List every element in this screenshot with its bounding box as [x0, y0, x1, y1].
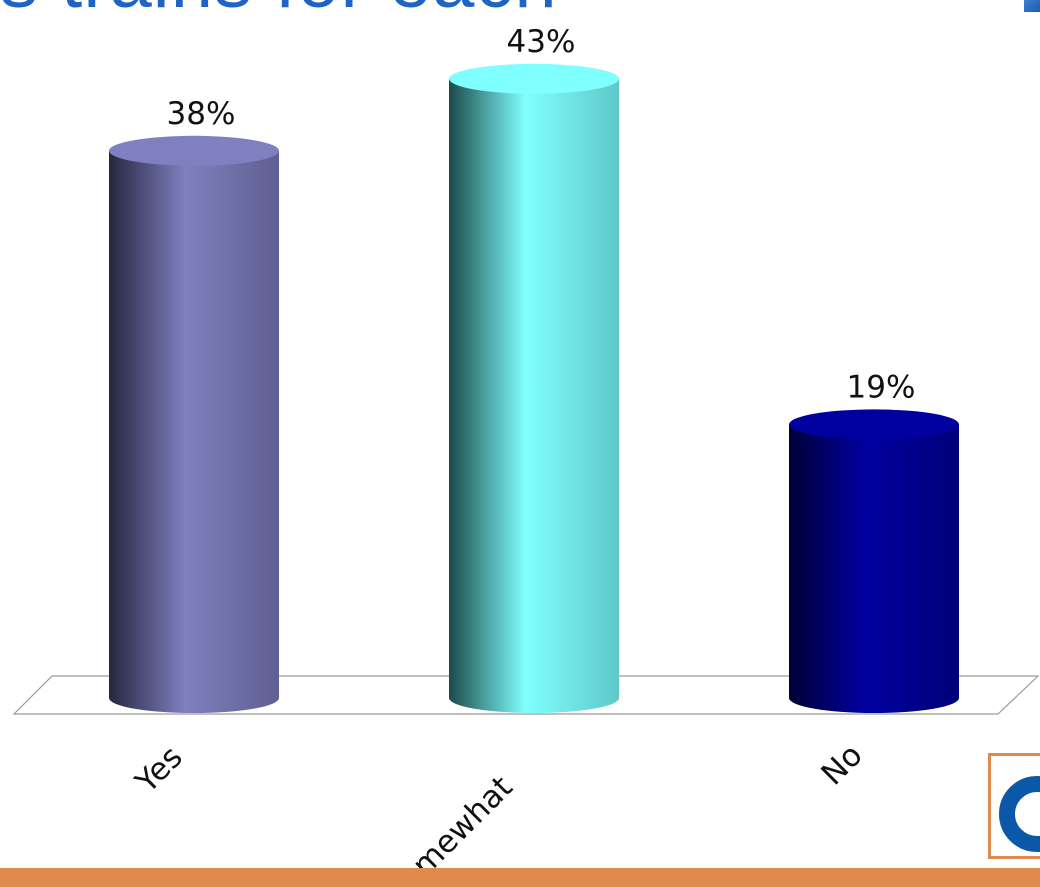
bottom-accent-bar — [0, 868, 1040, 887]
bar-no — [789, 409, 959, 713]
bar-body — [789, 424, 959, 713]
bar-top-cap — [789, 409, 959, 440]
logo-frame — [988, 753, 1040, 859]
bar-body — [449, 78, 619, 714]
value-label-no: 19% — [847, 369, 916, 405]
value-label-yes: 38% — [167, 96, 236, 132]
category-label-yes: Yes — [128, 739, 190, 801]
bar-body — [109, 150, 279, 714]
bar-yes — [109, 135, 279, 714]
bar-somewhat — [449, 63, 619, 714]
bar-top-cap — [449, 63, 619, 94]
corner-logo-fragment — [1024, 0, 1040, 12]
slide-title: s trains for each — [0, 0, 558, 25]
value-label-somewhat: 43% — [507, 24, 576, 60]
category-label-no: No — [814, 737, 869, 792]
logo-icon — [999, 776, 1040, 852]
bar-top-cap — [109, 135, 279, 166]
